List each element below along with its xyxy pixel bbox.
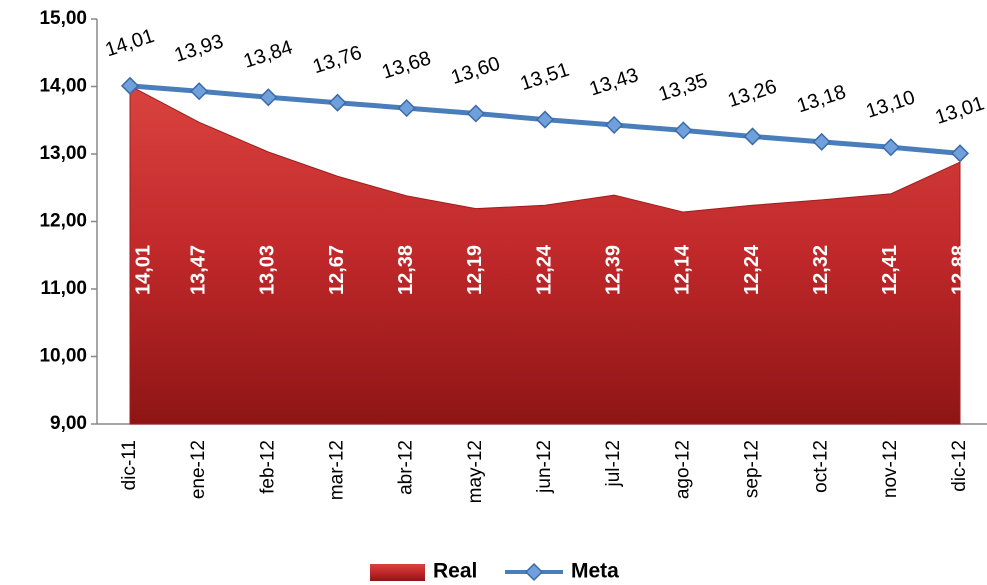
data-label: 12,32	[810, 245, 832, 295]
y-tick-label: 11,00	[41, 278, 88, 299]
x-tick-label: dic-12	[949, 440, 970, 492]
data-label: 13,68	[379, 47, 433, 83]
marker	[328, 93, 347, 112]
marker	[743, 127, 762, 146]
data-label: 12,67	[326, 245, 348, 295]
marker	[950, 144, 970, 163]
data-label: 14,01	[103, 25, 157, 61]
y-tick-label: 10,00	[39, 346, 87, 367]
data-label: 13,84	[241, 36, 295, 72]
legend-label: Real	[433, 560, 477, 583]
data-label: 13,35	[656, 69, 710, 105]
x-tick-label: ene-12	[188, 440, 209, 499]
legend-marker	[524, 562, 544, 582]
data-label: 12,14	[672, 244, 694, 295]
data-label: 13,76	[310, 42, 364, 78]
x-tick-label: nov-12	[880, 440, 901, 498]
x-tick-label: abr-12	[396, 440, 417, 495]
y-tick-label: 9,00	[50, 413, 87, 434]
data-label: 13,43	[587, 64, 641, 100]
data-label: 13,03	[257, 245, 279, 295]
marker	[605, 115, 624, 135]
x-tick-label: may-12	[465, 440, 486, 503]
data-label: 12,88	[948, 245, 970, 295]
marker	[397, 99, 416, 118]
x-tick-label: jun-12	[534, 440, 555, 494]
data-label: 12,24	[533, 244, 555, 295]
legend-swatch	[370, 564, 425, 581]
marker	[881, 138, 900, 157]
data-label: 12,38	[395, 245, 417, 295]
data-label: 13,18	[794, 81, 848, 117]
data-label: 13,60	[448, 53, 502, 89]
y-tick-label: 13,00	[39, 143, 87, 164]
marker	[535, 110, 555, 129]
y-tick-label: 15,00	[39, 8, 87, 29]
marker	[674, 121, 693, 140]
data-label: 13,51	[518, 59, 572, 95]
x-tick-label: sep-12	[742, 440, 763, 498]
marker	[466, 104, 485, 123]
data-label: 12,41	[879, 245, 901, 295]
x-tick-label: mar-12	[327, 440, 348, 500]
legend-label: Meta	[571, 560, 619, 583]
x-tick-label: jul-12	[603, 440, 624, 487]
x-tick-label: dic-11	[119, 440, 140, 490]
data-label: 13,26	[725, 76, 779, 112]
x-tick-label: oct-12	[811, 440, 832, 493]
x-tick-label: feb-12	[257, 440, 278, 494]
data-label: 13,10	[863, 86, 917, 122]
marker	[259, 88, 278, 107]
marker	[812, 132, 831, 151]
data-label: 13,93	[172, 30, 226, 66]
area	[129, 84, 961, 425]
marker	[120, 76, 140, 95]
data-label: 12,19	[464, 245, 486, 295]
marker	[190, 82, 209, 101]
x-tick-label: ago-12	[672, 440, 693, 499]
data-label: 14,01	[132, 245, 154, 295]
data-label: 12,24	[741, 244, 763, 295]
y-tick-label: 12,00	[39, 211, 87, 232]
data-label: 12,39	[602, 245, 624, 295]
y-tick-label: 14,00	[39, 76, 87, 97]
data-label: 13,01	[933, 92, 987, 128]
data-label: 13,47	[187, 245, 209, 295]
